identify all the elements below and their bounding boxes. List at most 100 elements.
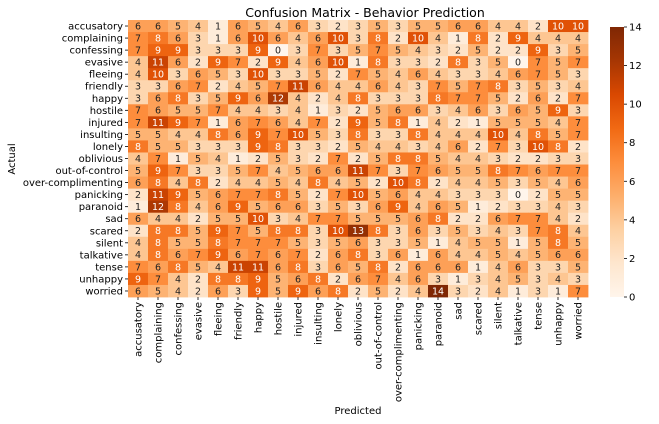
x-tick-label: oblivious bbox=[354, 302, 365, 346]
cell-value-label: 5 bbox=[435, 21, 441, 32]
heatmap-cell bbox=[388, 44, 409, 57]
cell-value-label: 3 bbox=[235, 142, 241, 153]
cell-value-label: 3 bbox=[315, 238, 321, 249]
heatmap-cell bbox=[228, 104, 249, 117]
heatmap-cell bbox=[368, 284, 389, 298]
cell-value-label: 5 bbox=[315, 70, 321, 81]
heatmap-cell bbox=[488, 80, 509, 93]
colorbar-tick-label: 2 bbox=[629, 254, 635, 265]
heatmap-cell bbox=[548, 104, 569, 117]
cell-value-label: 7 bbox=[335, 214, 341, 225]
heatmap-cell bbox=[128, 260, 149, 274]
cell-value-label: 4 bbox=[295, 94, 301, 105]
heatmap-cell bbox=[308, 128, 329, 141]
cell-value-label: 4 bbox=[175, 214, 181, 225]
x-tick-label: injured bbox=[294, 302, 305, 337]
heatmap-cell bbox=[508, 260, 529, 274]
heatmap-cell bbox=[468, 152, 489, 165]
cell-value-label: 8 bbox=[415, 178, 421, 189]
cell-value-label: 6 bbox=[375, 82, 381, 93]
heatmap-cell bbox=[228, 140, 249, 153]
cell-value-label: 9 bbox=[255, 130, 261, 141]
cell-value-label: 2 bbox=[395, 286, 401, 297]
cell-value-label: 2 bbox=[495, 202, 501, 213]
cell-value-label: 3 bbox=[295, 70, 301, 81]
cell-value-label: 6 bbox=[235, 250, 241, 261]
heatmap-cell bbox=[348, 260, 369, 274]
heatmap-cell bbox=[468, 284, 489, 298]
cell-value-label: 3 bbox=[435, 226, 441, 237]
cell-value-label: 6 bbox=[435, 250, 441, 261]
cell-value-label: 6 bbox=[415, 70, 421, 81]
heatmap-cell bbox=[368, 56, 389, 69]
cell-value-label: 4 bbox=[515, 250, 521, 261]
cell-value-label: 6 bbox=[135, 286, 141, 297]
heatmap-cell bbox=[168, 44, 189, 57]
heatmap-cell bbox=[148, 164, 169, 177]
heatmap-cell bbox=[348, 164, 369, 177]
heatmap-cell bbox=[428, 68, 449, 81]
heatmap-cell bbox=[448, 164, 469, 177]
heatmap-cell bbox=[548, 224, 569, 238]
heatmap-cell bbox=[348, 236, 369, 250]
x-tick-label: happy bbox=[254, 302, 265, 333]
cell-value-label: 2 bbox=[335, 118, 341, 129]
heatmap-cell bbox=[568, 236, 589, 250]
heatmap-cell bbox=[408, 128, 429, 141]
cell-value-label: 5 bbox=[175, 106, 181, 117]
heatmap-cell bbox=[388, 224, 409, 238]
heatmap-cell bbox=[428, 32, 449, 45]
cell-value-label: 3 bbox=[575, 106, 581, 117]
cell-value-label: 5 bbox=[495, 58, 501, 69]
heatmap-cell bbox=[228, 200, 249, 214]
heatmap-cell bbox=[408, 248, 429, 262]
heatmap-cell bbox=[348, 272, 369, 286]
heatmap-cell bbox=[168, 140, 189, 153]
heatmap-cell bbox=[308, 200, 329, 214]
cell-value-label: 6 bbox=[175, 250, 181, 261]
cell-value-label: 9 bbox=[275, 58, 281, 69]
cell-value-label: 5 bbox=[455, 82, 461, 93]
cell-value-label: 5 bbox=[575, 190, 581, 201]
heatmap-cell bbox=[208, 32, 229, 45]
cell-value-label: 11 bbox=[152, 190, 164, 201]
heatmap-cell bbox=[208, 44, 229, 57]
cell-value-label: 6 bbox=[455, 21, 461, 32]
heatmap-cell bbox=[508, 200, 529, 214]
heatmap-cell bbox=[408, 224, 429, 238]
cell-value-label: 3 bbox=[515, 178, 521, 189]
cell-value-label: 2 bbox=[315, 94, 321, 105]
heatmap-cell bbox=[268, 164, 289, 177]
heatmap-cell bbox=[568, 284, 589, 298]
heatmap-cell bbox=[468, 20, 489, 33]
heatmap-cell bbox=[208, 116, 229, 129]
heatmap-cell bbox=[448, 236, 469, 250]
heatmap-cell bbox=[528, 212, 549, 226]
y-axis-label: Actual bbox=[7, 143, 18, 174]
cell-value-label: 8 bbox=[435, 94, 441, 105]
cell-value-label: 2 bbox=[315, 154, 321, 165]
cell-value-label: 6 bbox=[315, 82, 321, 93]
heatmap-cell bbox=[388, 68, 409, 81]
heatmap-cell bbox=[248, 128, 269, 141]
heatmap-cell bbox=[448, 80, 469, 93]
cell-value-label: 2 bbox=[335, 274, 341, 285]
heatmap-cell bbox=[388, 56, 409, 69]
heatmap-cell bbox=[328, 284, 349, 298]
cell-value-label: 6 bbox=[475, 21, 481, 32]
heatmap-cell bbox=[208, 56, 229, 69]
cell-value-label: 2 bbox=[475, 142, 481, 153]
heatmap-cell bbox=[268, 68, 289, 81]
heatmap-cell bbox=[248, 260, 269, 274]
cell-value-label: 7 bbox=[275, 238, 281, 249]
heatmap-cell bbox=[488, 44, 509, 57]
cell-value-label: 9 bbox=[135, 274, 141, 285]
heatmap-cell bbox=[488, 212, 509, 226]
heatmap-cell bbox=[148, 152, 169, 165]
cell-value-label: 4 bbox=[175, 274, 181, 285]
x-tick-label: silent bbox=[494, 302, 505, 329]
cell-value-label: 6 bbox=[135, 214, 141, 225]
heatmap-cell bbox=[268, 32, 289, 45]
heatmap-cell bbox=[208, 176, 229, 190]
y-tick-label: oblivious bbox=[79, 154, 123, 165]
